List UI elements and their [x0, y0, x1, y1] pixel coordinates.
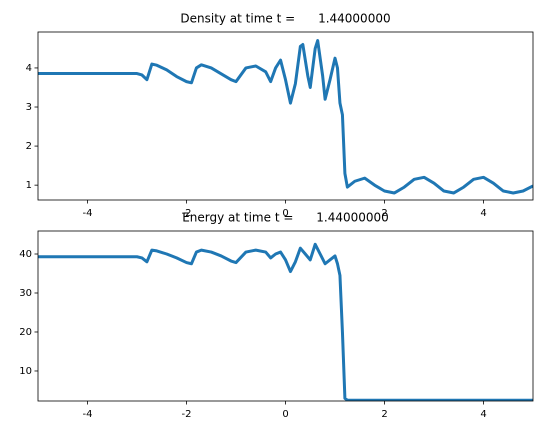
x-tick-label: 0 — [282, 409, 288, 420]
x-tick-label: 2 — [381, 208, 387, 219]
y-tick-label: 30 — [19, 288, 32, 299]
axes-bg — [38, 32, 533, 200]
x-tick-label: -2 — [182, 409, 192, 420]
x-tick-label: 0 — [282, 208, 288, 219]
y-tick-label: 40 — [19, 249, 32, 260]
y-tick-label: 4 — [26, 63, 32, 74]
y-tick-label: 2 — [26, 141, 32, 152]
y-tick-label: 10 — [19, 366, 32, 377]
y-tick-label: 20 — [19, 327, 32, 338]
y-tick-label: 3 — [26, 102, 32, 113]
x-tick-label: 4 — [480, 208, 486, 219]
chart-title: Density at time t = 1.44000000 — [180, 12, 390, 26]
x-tick-label: 2 — [381, 409, 387, 420]
line — [38, 39, 533, 195]
line — [38, 242, 533, 401]
x-tick-label: -2 — [182, 208, 192, 219]
x-tick-label: 4 — [480, 409, 486, 420]
y-tick-label: 1 — [26, 180, 32, 191]
x-tick-label: -4 — [83, 409, 93, 420]
x-tick-label: -4 — [83, 208, 93, 219]
chart-title: Energy at time t = 1.44000000 — [182, 211, 389, 225]
